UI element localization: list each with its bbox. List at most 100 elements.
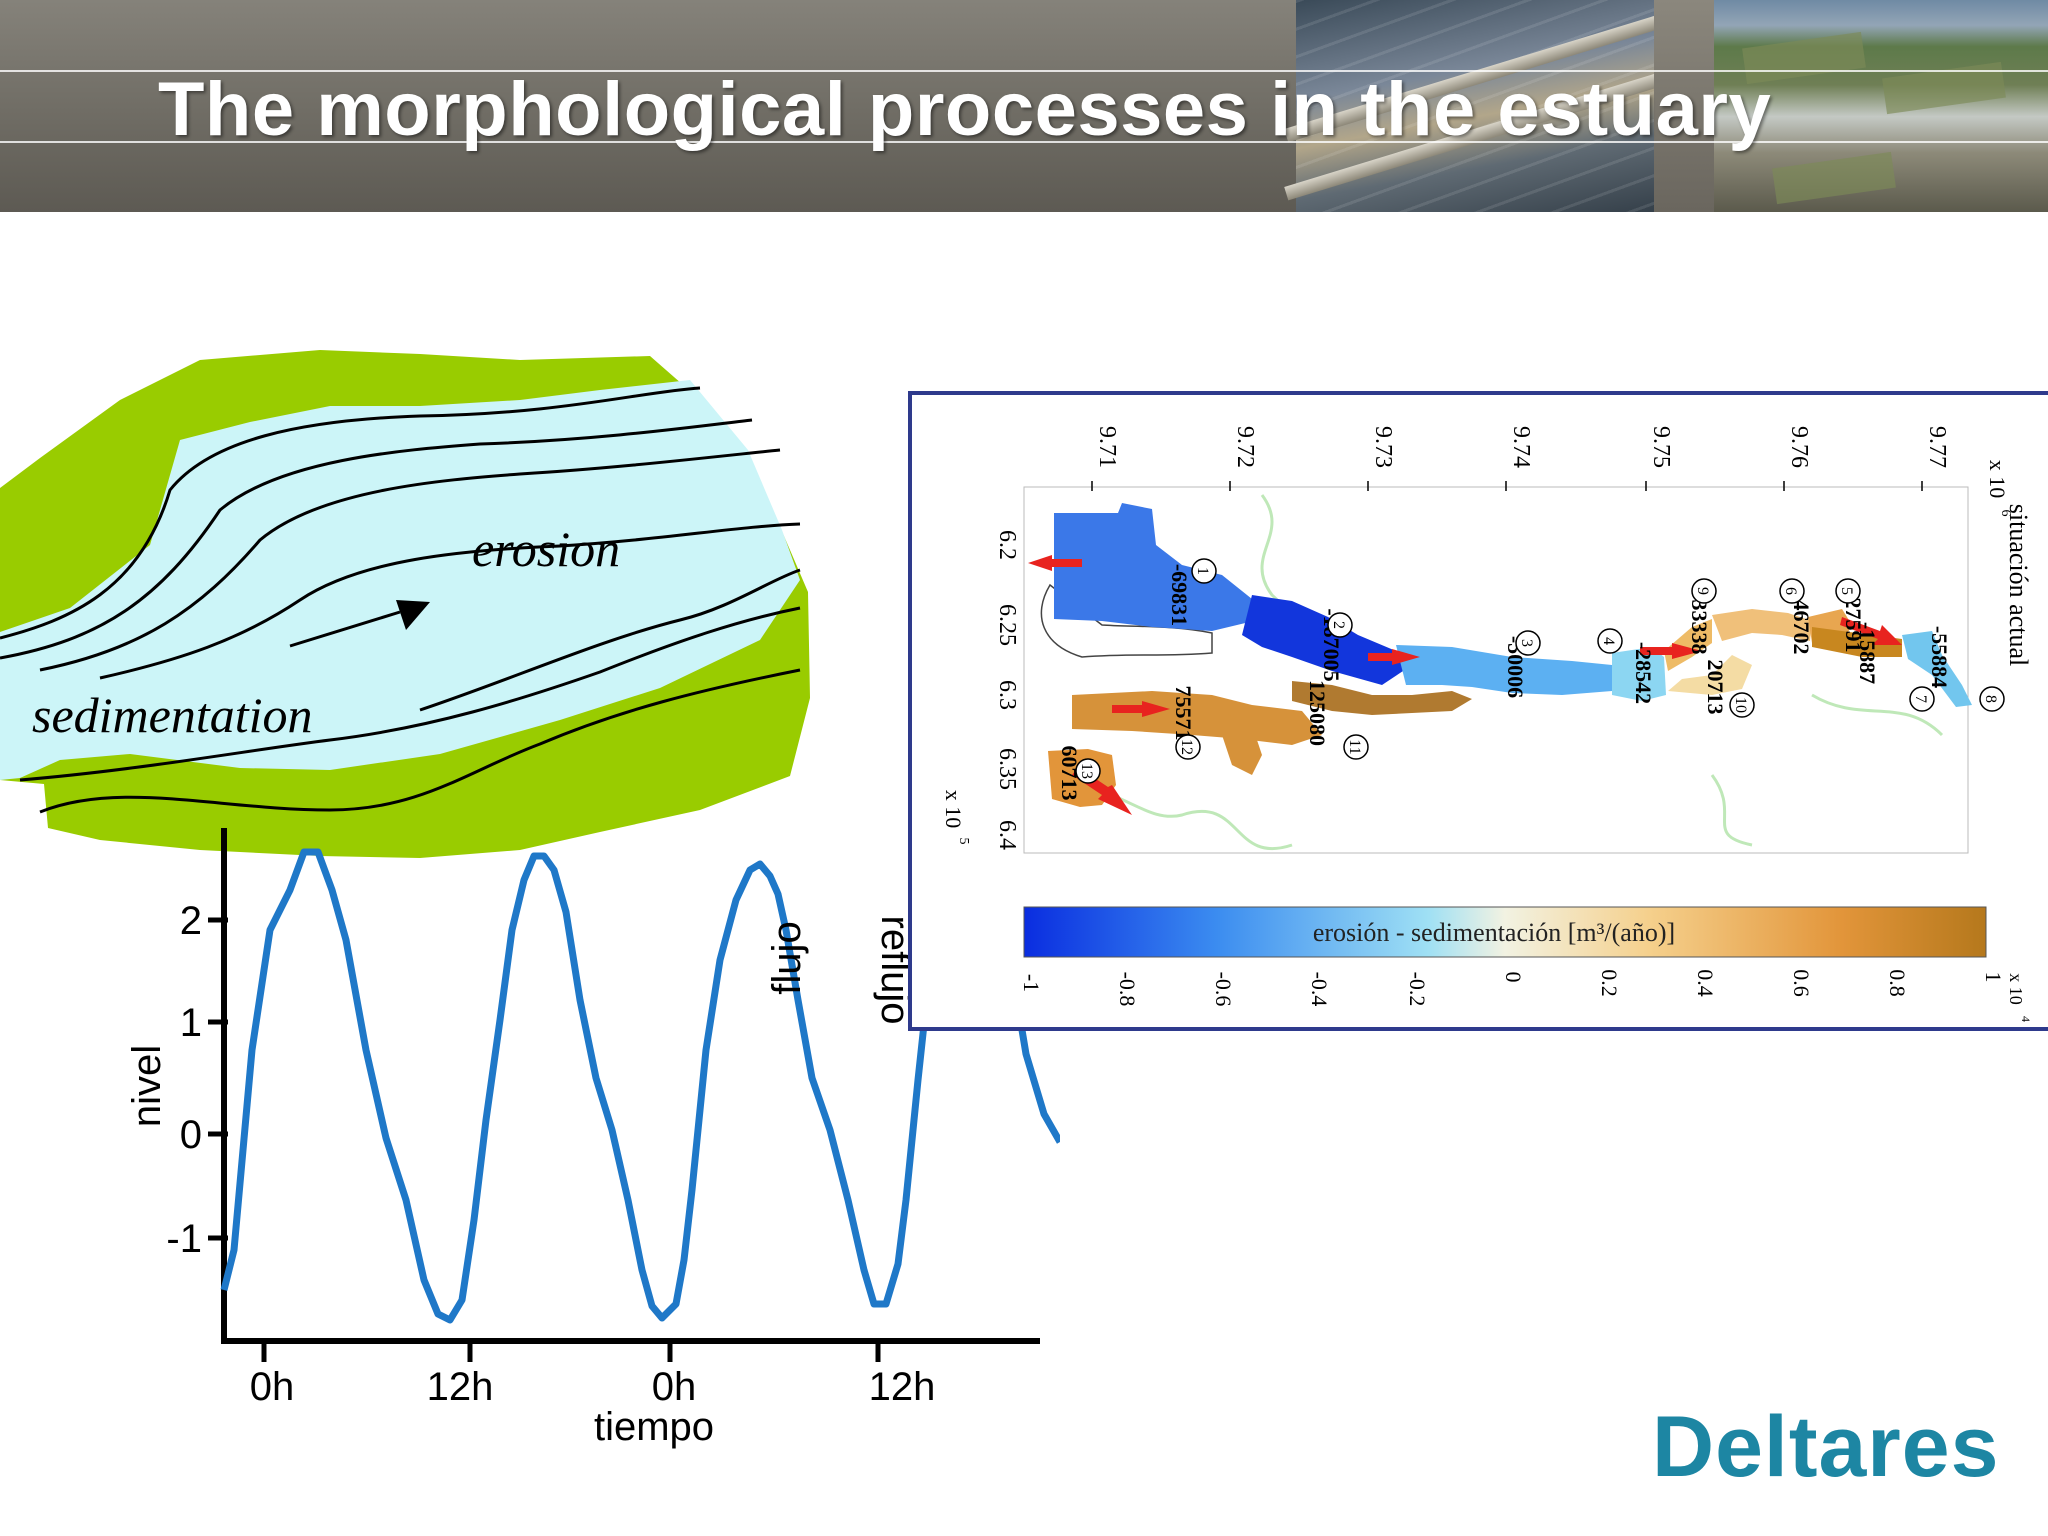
- channel-segment-2: [1242, 595, 1406, 685]
- inset-x-multiplier-exponent: 6: [1998, 510, 2013, 517]
- flow-line: [0, 386, 701, 640]
- segment-id-circles: [1075, 558, 2005, 784]
- segment-value-7: -15887: [1855, 622, 1880, 684]
- channel-segment-10: [1668, 655, 1752, 695]
- inset-axis-tick-label: 9.75: [1648, 426, 1674, 468]
- sedimentation-label: sedimentation: [32, 687, 313, 743]
- channel-segment-7: [1812, 627, 1902, 657]
- flujo-annotation: flujo: [765, 921, 809, 994]
- tide-x-axis-label: tiempo: [594, 1405, 714, 1449]
- colorbar-tick-label: 0: [1501, 972, 1526, 983]
- flux-arrow: [1028, 555, 1082, 571]
- inset-axis-tick-label: 9.77: [1924, 426, 1950, 468]
- channel-segment-6: [1712, 609, 1812, 641]
- flow-arrowhead-icon: [396, 600, 430, 630]
- segment-id: 5: [1838, 587, 1855, 595]
- inset-axis-tick-label: 9.74: [1508, 426, 1534, 468]
- tide-y-tick-label: 2: [180, 899, 202, 943]
- segment-value-4: -28542: [1631, 642, 1656, 704]
- inset-axis-tick-label: 9.71: [1094, 426, 1120, 468]
- segment-id-circle: [1729, 692, 1755, 718]
- inset-axis-tick-label: 9.72: [1232, 426, 1258, 468]
- flow-line: [39, 448, 781, 672]
- channel-segment-12: [1072, 691, 1322, 745]
- segment-id: 2: [1330, 621, 1347, 629]
- segment-id: 4: [1600, 637, 1617, 645]
- colorbar-tick-label: 0.4: [1693, 969, 1718, 997]
- banner-line-bottom: [0, 141, 2048, 143]
- background-waterway: [1811, 693, 1944, 737]
- deltares-logo: Deltares: [1652, 1399, 2000, 1495]
- inset-side-tick-label: 6.2: [994, 530, 1020, 560]
- segment-value-12: 75571: [1171, 686, 1196, 741]
- segment-value-5: 27591: [1841, 598, 1866, 653]
- segment-id: 13: [1078, 763, 1095, 779]
- segment-id-circle: [1175, 734, 1201, 760]
- segment-id: 7: [1912, 695, 1929, 703]
- segment-id-circle: [1075, 758, 1101, 784]
- channel-segment-3: [1396, 645, 1612, 695]
- colorbar-label: erosión - sedimentación [m³/(año)]: [1313, 918, 1675, 947]
- segment-id-circle: [1779, 578, 1805, 604]
- tide-x-tick-label: 0h: [250, 1365, 295, 1409]
- segment-id-circle: [1343, 734, 1369, 760]
- river-erosion-sedimentation-diagram: erosion sedimentation: [0, 350, 810, 858]
- segment-id: 11: [1346, 739, 1363, 754]
- erosion-label: erosion: [472, 521, 620, 577]
- colorbar: [1023, 906, 1987, 958]
- flow-line: [39, 668, 801, 814]
- flux-arrow: [1640, 643, 1702, 659]
- colorbar-tick-label: -0.4: [1307, 972, 1332, 1007]
- segment-id-circle: [1909, 686, 1935, 712]
- segment-value-9: 33338: [1687, 600, 1712, 655]
- segment-id: 9: [1694, 587, 1711, 595]
- flow-lines: [0, 386, 801, 814]
- tide-x-tick-label: 0h: [652, 1365, 697, 1409]
- colorbar-tick-label: 0.8: [1885, 969, 1910, 997]
- inset-heading: situación actual: [2004, 504, 2033, 666]
- channel-segment-11: [1292, 681, 1472, 715]
- channel-segment-side: [1212, 707, 1262, 775]
- slide-title: The morphological processes in the estua…: [158, 67, 1772, 152]
- flow-direction-arrow: [289, 610, 401, 648]
- segment-id: 6: [1782, 587, 1799, 595]
- tide-x-ticks: [261, 1341, 881, 1362]
- segment-id-circle: [1979, 686, 2005, 712]
- colorbar-tick-label: 1: [1981, 972, 2006, 983]
- colorbar-tick-label: 0.2: [1597, 969, 1622, 997]
- segment-id: 10: [1732, 697, 1749, 713]
- flow-line: [419, 568, 801, 712]
- segment-value-6: 46702: [1789, 600, 1814, 655]
- segment-id: 12: [1178, 739, 1195, 755]
- tide-y-ticks: [208, 917, 228, 1241]
- tide-y-tick-label: -1: [166, 1217, 202, 1261]
- bridge-photo: [1284, 0, 1738, 212]
- segment-id-circle: [1597, 628, 1623, 654]
- inset-x-multiplier: x 10: [1985, 460, 2010, 499]
- photo-separator: [1654, 0, 1714, 212]
- colorbar-tick-label: -1: [1019, 974, 1044, 992]
- segment-id: 3: [1518, 639, 1535, 647]
- segment-value-1: -69831: [1167, 564, 1192, 626]
- colorbar-tick-label: -0.6: [1211, 972, 1236, 1007]
- inset-estuary-erosion-map: situación actual x 10 6 9.71 9.72 9.73 9…: [908, 391, 2048, 1031]
- segment-value-10: 20713: [1703, 660, 1728, 715]
- segment-id: 8: [1982, 695, 1999, 703]
- inset-axis-tick-label: 9.73: [1370, 426, 1396, 468]
- header-banner: The morphological processes in the estua…: [0, 0, 2048, 212]
- colorbar-multiplier-exponent: 4: [2019, 1016, 2033, 1022]
- inset-axis-tick-label: 9.76: [1786, 426, 1812, 468]
- colorbar-tick-label: -0.2: [1405, 972, 1430, 1007]
- flux-arrow: [1368, 649, 1420, 665]
- segment-id-circle: [1327, 612, 1353, 638]
- tide-x-tick-label: 12h: [427, 1365, 494, 1409]
- tide-y-axis-label: nivel: [125, 1045, 169, 1127]
- segment-id-circle: [1691, 578, 1717, 604]
- inset-side-tick-label: 6.4: [994, 820, 1020, 850]
- colorbar-tick-label: -0.8: [1115, 972, 1140, 1007]
- inset-side-tick-label: 6.25: [994, 604, 1020, 646]
- segment-id-circle: [1835, 578, 1861, 604]
- flow-line: [99, 522, 801, 680]
- tide-x-tick-label: 12h: [869, 1365, 936, 1409]
- estuary-channel-outline: [1040, 583, 1213, 658]
